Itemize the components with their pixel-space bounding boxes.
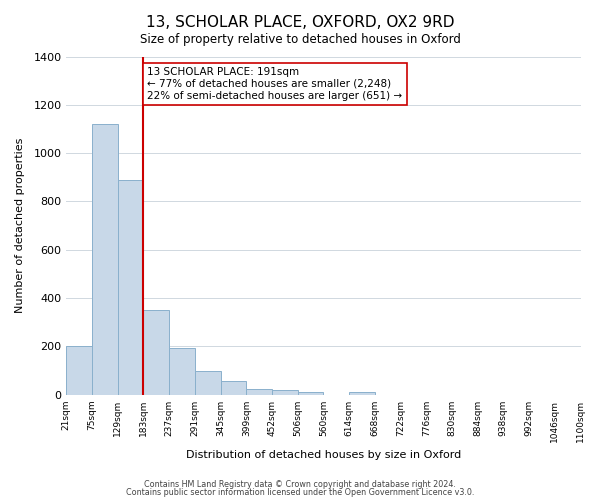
Text: Contains HM Land Registry data © Crown copyright and database right 2024.: Contains HM Land Registry data © Crown c… bbox=[144, 480, 456, 489]
Bar bbox=[195, 370, 221, 394]
Text: 13, SCHOLAR PLACE, OXFORD, OX2 9RD: 13, SCHOLAR PLACE, OXFORD, OX2 9RD bbox=[146, 15, 454, 30]
Y-axis label: Number of detached properties: Number of detached properties bbox=[15, 138, 25, 314]
Bar bbox=[272, 390, 298, 394]
Bar bbox=[246, 388, 272, 394]
Text: Size of property relative to detached houses in Oxford: Size of property relative to detached ho… bbox=[140, 32, 460, 46]
Bar bbox=[298, 392, 323, 394]
Bar bbox=[92, 124, 118, 394]
Text: 13 SCHOLAR PLACE: 191sqm
← 77% of detached houses are smaller (2,248)
22% of sem: 13 SCHOLAR PLACE: 191sqm ← 77% of detach… bbox=[148, 68, 403, 100]
Bar bbox=[143, 310, 169, 394]
Bar bbox=[118, 180, 143, 394]
Bar bbox=[67, 346, 92, 395]
Text: Contains public sector information licensed under the Open Government Licence v3: Contains public sector information licen… bbox=[126, 488, 474, 497]
X-axis label: Distribution of detached houses by size in Oxford: Distribution of detached houses by size … bbox=[186, 450, 461, 460]
Bar bbox=[169, 348, 195, 395]
Bar bbox=[221, 382, 246, 394]
Bar bbox=[349, 392, 375, 394]
